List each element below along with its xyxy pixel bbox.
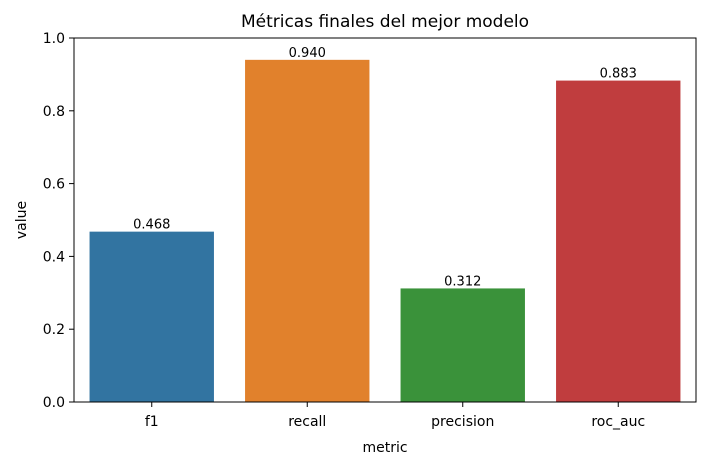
bar-f1 [89, 231, 214, 402]
y-tick-label: 0.6 [43, 177, 65, 193]
bar-recall [245, 59, 370, 403]
x-tick-label: roc_auc [591, 414, 645, 430]
y-tick-label: 0.8 [43, 104, 65, 120]
bar-value-label: 0.940 [289, 46, 326, 61]
x-tick-label: f1 [145, 414, 159, 430]
y-tick-label: 1.0 [43, 31, 65, 47]
bar-value-label: 0.883 [600, 67, 637, 82]
x-tick-label: precision [431, 414, 494, 430]
x-axis-label: metric [362, 440, 407, 456]
plot-frame [73, 37, 697, 403]
bar-value-label: 0.468 [133, 218, 170, 233]
x-axis-ticks: f1 recall precision roc_auc [145, 402, 645, 430]
bar-precision [400, 288, 525, 402]
bars-group [89, 59, 681, 403]
bar-value-labels: 0.468 0.940 0.312 0.883 [133, 46, 637, 290]
y-tick-label: 0.2 [43, 322, 65, 338]
bar-roc_auc [556, 80, 681, 402]
y-axis-label: value [14, 201, 30, 239]
y-axis-ticks: 0.0 0.2 0.4 0.6 0.8 1.0 [43, 31, 74, 411]
bar-value-label: 0.312 [444, 274, 481, 289]
y-tick-label: 0.0 [43, 395, 65, 411]
y-tick-label: 0.4 [43, 249, 65, 265]
x-tick-label: recall [288, 414, 326, 430]
chart-title: Métricas finales del mejor modelo [241, 12, 529, 32]
